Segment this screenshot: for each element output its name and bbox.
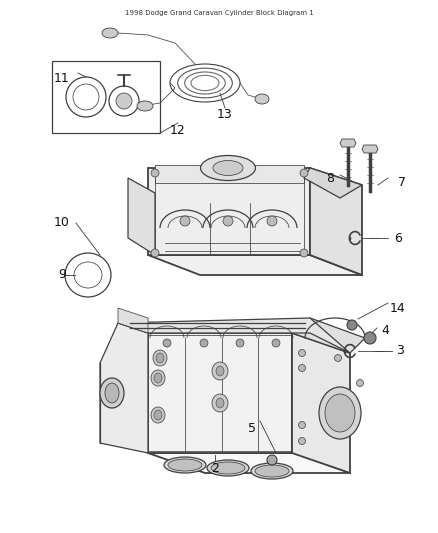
Circle shape — [236, 339, 244, 347]
Bar — [52, 61, 160, 133]
Ellipse shape — [255, 94, 269, 104]
Ellipse shape — [65, 253, 111, 297]
Ellipse shape — [211, 462, 245, 474]
Ellipse shape — [325, 394, 355, 432]
Polygon shape — [292, 318, 365, 353]
Ellipse shape — [212, 394, 228, 412]
Text: 14: 14 — [390, 302, 406, 314]
Polygon shape — [118, 308, 148, 333]
Circle shape — [272, 339, 280, 347]
Circle shape — [299, 422, 305, 429]
Text: 8: 8 — [326, 172, 334, 184]
Ellipse shape — [109, 86, 139, 116]
Circle shape — [299, 365, 305, 372]
Polygon shape — [100, 323, 148, 453]
Ellipse shape — [102, 28, 118, 38]
Text: 4: 4 — [381, 325, 389, 337]
Ellipse shape — [212, 362, 228, 380]
Polygon shape — [292, 333, 350, 473]
Circle shape — [163, 339, 171, 347]
Circle shape — [180, 216, 190, 226]
Polygon shape — [148, 168, 310, 255]
Circle shape — [151, 169, 159, 177]
Ellipse shape — [105, 383, 119, 403]
Circle shape — [300, 169, 308, 177]
Polygon shape — [310, 168, 362, 275]
Text: 13: 13 — [217, 109, 233, 122]
Ellipse shape — [100, 378, 124, 408]
Ellipse shape — [156, 353, 164, 363]
Ellipse shape — [116, 93, 132, 109]
Circle shape — [347, 320, 357, 330]
Ellipse shape — [74, 262, 102, 288]
Polygon shape — [118, 318, 350, 353]
Circle shape — [200, 339, 208, 347]
Ellipse shape — [255, 465, 289, 477]
Ellipse shape — [201, 156, 255, 181]
Text: 10: 10 — [54, 216, 70, 230]
Text: 11: 11 — [54, 71, 70, 85]
Polygon shape — [148, 255, 362, 275]
Text: 3: 3 — [396, 344, 404, 358]
Ellipse shape — [66, 77, 106, 117]
Polygon shape — [304, 168, 362, 198]
Polygon shape — [362, 145, 378, 153]
Ellipse shape — [168, 459, 202, 471]
Circle shape — [151, 249, 159, 257]
Ellipse shape — [164, 457, 206, 473]
Polygon shape — [155, 165, 304, 183]
Text: 9: 9 — [58, 269, 66, 281]
Ellipse shape — [207, 460, 249, 476]
Circle shape — [357, 379, 364, 386]
Ellipse shape — [216, 398, 224, 408]
Ellipse shape — [154, 373, 162, 383]
Circle shape — [223, 216, 233, 226]
Ellipse shape — [319, 387, 361, 439]
Circle shape — [335, 354, 342, 361]
Ellipse shape — [151, 370, 165, 386]
Ellipse shape — [73, 84, 99, 110]
Ellipse shape — [153, 350, 167, 366]
Ellipse shape — [151, 407, 165, 423]
Circle shape — [267, 455, 277, 465]
Ellipse shape — [251, 463, 293, 479]
Ellipse shape — [216, 366, 224, 376]
Text: 1998 Dodge Grand Caravan Cylinder Block Diagram 1: 1998 Dodge Grand Caravan Cylinder Block … — [125, 10, 313, 16]
Circle shape — [364, 332, 376, 344]
Text: 2: 2 — [211, 462, 219, 474]
Circle shape — [299, 350, 305, 357]
Text: 6: 6 — [394, 231, 402, 245]
Ellipse shape — [137, 101, 153, 111]
Circle shape — [299, 438, 305, 445]
Polygon shape — [340, 139, 356, 147]
Polygon shape — [148, 453, 350, 473]
Ellipse shape — [213, 160, 243, 175]
Circle shape — [300, 249, 308, 257]
Polygon shape — [148, 333, 292, 453]
Ellipse shape — [154, 410, 162, 420]
Text: 5: 5 — [248, 422, 256, 434]
Circle shape — [267, 216, 277, 226]
Text: 7: 7 — [398, 176, 406, 190]
Polygon shape — [128, 178, 155, 255]
Text: 12: 12 — [170, 125, 186, 138]
